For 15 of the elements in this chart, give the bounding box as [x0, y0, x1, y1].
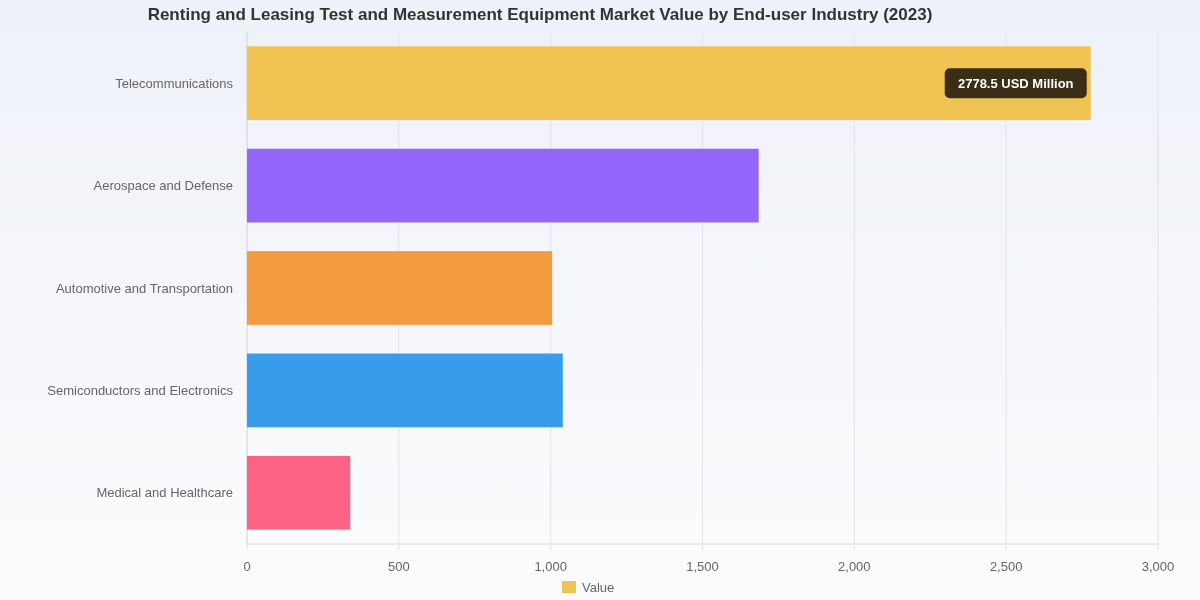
- y-tick-label: Automotive and Transportation: [55, 280, 233, 296]
- x-tick-label: 1,500: [686, 559, 719, 574]
- x-tick-label: 1,000: [534, 559, 567, 574]
- y-tick-label: Aerospace and Defense: [93, 178, 233, 194]
- chart-title: Renting and Leasing Test and Measurement Equipment Market Value by End-user Industry (2023): [147, 5, 933, 24]
- x-tick-label: 2,500: [989, 559, 1023, 574]
- y-tick-label: Telecommunications: [115, 75, 234, 91]
- x-tick-label: 3,000: [1141, 559, 1175, 574]
- annotation: 2778.5 USD Million: [957, 75, 1074, 91]
- y-tick-label: Semiconductors and Electronics: [47, 382, 234, 398]
- x-tick-label: 0: [243, 559, 251, 574]
- x-tick-label: 2,000: [838, 559, 871, 574]
- y-tick-label: Medical and Healthcare: [96, 485, 233, 501]
- x-tick-label: 500: [387, 559, 410, 574]
- legend-label: Value: [582, 580, 615, 595]
